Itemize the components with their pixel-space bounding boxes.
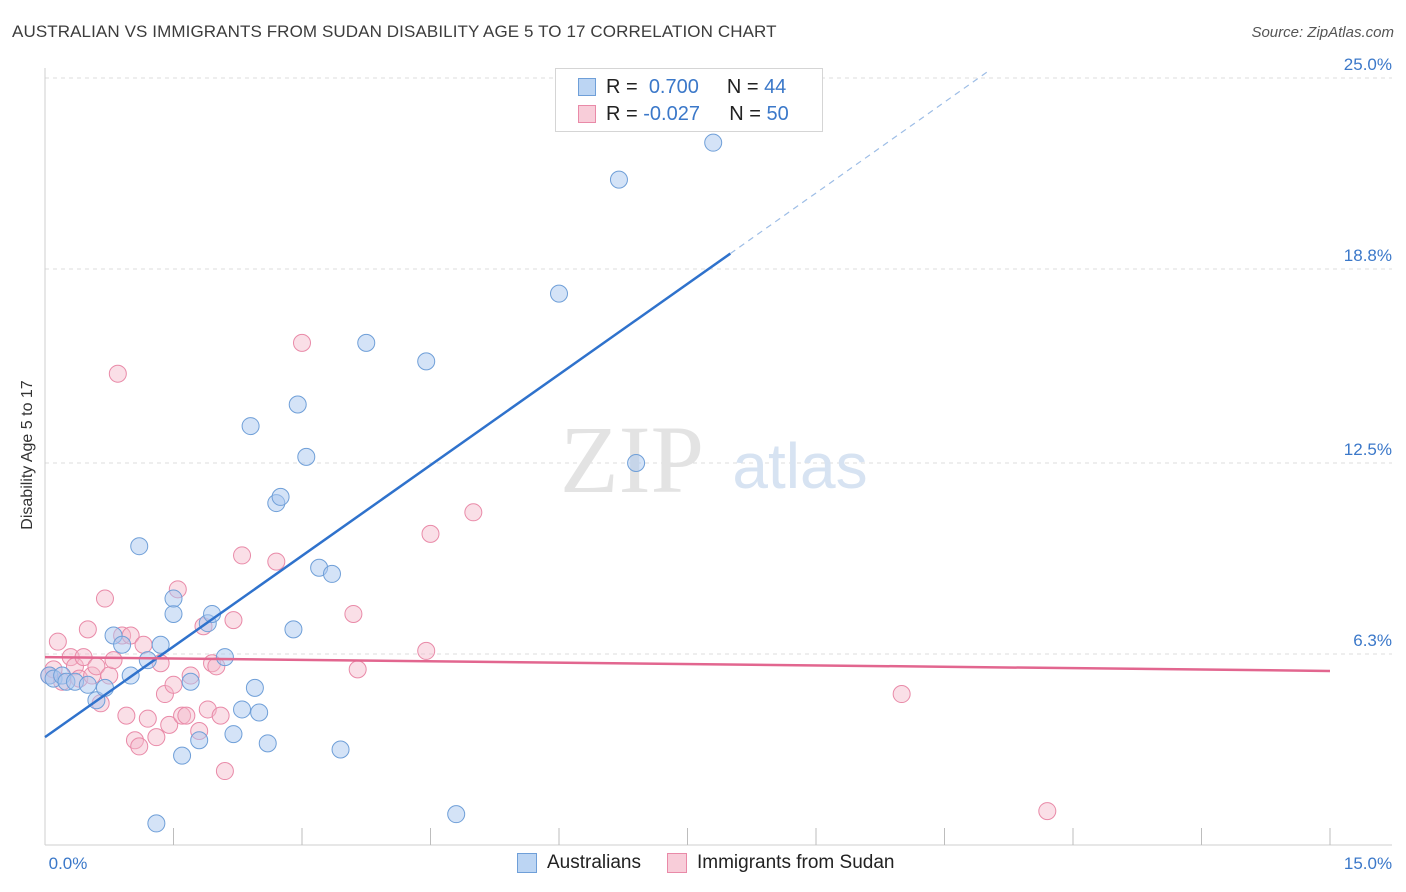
series-legend: Australians Immigrants from Sudan	[517, 852, 920, 874]
legend-n-label: N =	[726, 75, 759, 98]
australians-point	[138, 651, 157, 670]
australians-point	[271, 487, 290, 506]
sudan-point	[48, 632, 67, 651]
blue-swatch-icon	[578, 78, 596, 96]
y-tick-label: 6.3%	[1353, 631, 1392, 650]
legend-n-value: 44	[764, 75, 787, 98]
legend-r-label: R =	[606, 102, 638, 125]
legend-item-australians[interactable]: Australians	[517, 852, 641, 874]
legend-label-australians: Australians	[547, 852, 641, 873]
sudan-point	[417, 641, 436, 660]
sudan-point	[233, 546, 252, 565]
australians-point	[224, 725, 243, 744]
australians-point	[181, 672, 200, 691]
australians-point	[550, 284, 568, 303]
legend-item-sudan[interactable]: Immigrants from Sudan	[667, 852, 894, 874]
sudan-point	[464, 503, 483, 522]
pink-swatch-icon	[578, 105, 596, 123]
axes	[44, 68, 1392, 846]
australians-point	[288, 395, 307, 414]
australians-point	[297, 447, 316, 466]
australians-point	[130, 537, 149, 556]
australians-point	[164, 604, 183, 623]
blue-swatch-icon	[517, 853, 537, 873]
australians-point	[322, 564, 341, 583]
sudan-point	[164, 675, 183, 694]
australians-point	[164, 589, 183, 608]
australians-point	[704, 133, 723, 152]
legend-r-value: -0.027	[643, 102, 700, 125]
sudan-point	[177, 706, 196, 725]
grid-lines	[45, 77, 1392, 655]
australians-point	[250, 703, 269, 722]
legend-label-sudan: Immigrants from Sudan	[697, 852, 895, 873]
sudan-point	[267, 552, 286, 571]
sudan-point	[138, 709, 157, 728]
sudan-point	[95, 589, 114, 608]
australians-point	[113, 635, 132, 654]
australians-point	[241, 417, 260, 436]
australians-point	[627, 454, 646, 473]
series-australians-points	[40, 133, 723, 833]
tick-labels: 6.3% 12.5% 18.8% 25.0% 0.0% 15.0%	[49, 55, 1392, 873]
australians-point	[447, 805, 466, 824]
series-immigrants-from-sudan-points	[40, 333, 1057, 821]
sudan-point	[892, 685, 911, 704]
chart-title: AUSTRALIAN VS IMMIGRANTS FROM SUDAN DISA…	[12, 22, 777, 41]
legend-row-sudan: R = -0.027 N = 50	[578, 100, 789, 128]
australians-point	[233, 700, 252, 719]
legend-n-label: N =	[729, 102, 761, 125]
australians-point	[258, 734, 277, 753]
sudan-point	[215, 762, 234, 781]
legend-n-value: 50	[766, 102, 789, 125]
australians-point	[78, 675, 97, 694]
australians-point	[284, 620, 303, 639]
sudan-point	[104, 651, 123, 670]
sudan-point	[130, 737, 149, 756]
legend-row-australians: R = 0.700 N = 44	[578, 73, 786, 101]
sudan-point	[160, 715, 179, 734]
x-tick-label: 15.0%	[1344, 854, 1392, 873]
watermark-atlas: atlas	[732, 430, 867, 502]
australians-point	[147, 814, 166, 833]
sudan-point	[421, 524, 440, 543]
australians-point	[609, 170, 628, 189]
sudan-point	[224, 611, 243, 630]
australians-trend-line	[44, 252, 732, 739]
australians-point	[173, 746, 192, 765]
x-tick-label: 0.0%	[49, 854, 88, 873]
sudan-point	[1038, 802, 1057, 821]
source-label: Source: ZipAtlas.com	[1251, 24, 1394, 41]
australians-point	[151, 635, 170, 654]
sudan-point	[173, 706, 192, 725]
sudan-point	[117, 706, 136, 725]
legend-r-label: R =	[606, 75, 638, 98]
y-tick-label: 25.0%	[1344, 55, 1392, 74]
trend-lines	[44, 71, 1331, 739]
correlation-legend: R = 0.700 N = 44 R = -0.027 N = 50	[555, 68, 823, 132]
watermark: ZIP atlas	[560, 406, 868, 513]
sudan-point	[134, 635, 153, 654]
australians-point	[331, 740, 350, 759]
sudan-point	[348, 660, 367, 679]
australians-point	[215, 648, 234, 667]
sudan-point	[147, 728, 166, 747]
sudan-trend-line	[44, 655, 1331, 673]
australians-point	[417, 352, 436, 371]
legend-r-value: 0.700	[648, 75, 699, 98]
y-tick-label: 18.8%	[1344, 246, 1392, 265]
sudan-point	[293, 333, 311, 352]
sudan-point	[344, 604, 363, 623]
pink-swatch-icon	[667, 853, 687, 873]
australians-point	[357, 333, 376, 352]
australians-trend-extension	[729, 71, 988, 255]
sudan-point	[108, 364, 127, 383]
australians-point	[245, 678, 264, 697]
australians-point	[190, 731, 209, 750]
y-tick-label: 12.5%	[1344, 440, 1392, 459]
sudan-point	[211, 706, 230, 725]
sudan-point	[78, 620, 97, 639]
